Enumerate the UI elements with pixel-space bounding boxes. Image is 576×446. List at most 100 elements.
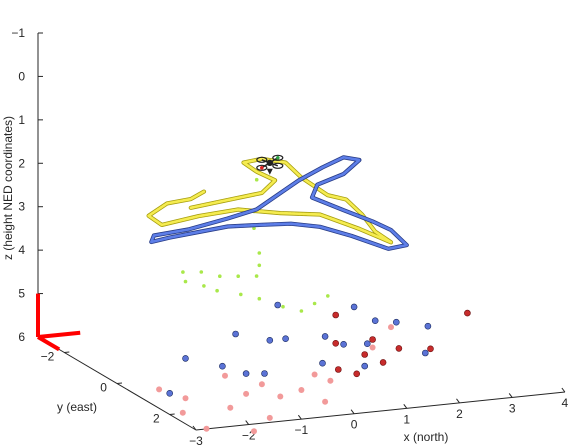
pink-point — [322, 398, 329, 405]
pink-point — [311, 371, 318, 378]
x-tick — [508, 393, 513, 398]
pink-point — [258, 381, 265, 388]
pink-point — [251, 428, 257, 435]
quadrotor-body — [266, 159, 273, 166]
green-point — [215, 288, 219, 293]
pink-point — [227, 404, 234, 411]
blue-point — [261, 370, 268, 377]
z-tick-label: 5 — [18, 287, 25, 301]
green-point — [257, 263, 262, 268]
blue-point — [274, 301, 282, 309]
z-tick-label: 4 — [18, 243, 25, 257]
rotor — [272, 154, 284, 161]
x-tick — [297, 414, 302, 420]
blue-point — [421, 349, 429, 357]
z-tick-label: −1 — [11, 26, 25, 40]
axis-labels: x (north) y (east) z (height NED coordin… — [1, 116, 448, 444]
x-axis-label: x (north) — [404, 430, 449, 444]
x-tick-label: 2 — [456, 407, 463, 421]
quadrotor-pointer — [266, 168, 273, 175]
red-point — [361, 351, 369, 358]
green-point — [254, 177, 259, 182]
blue-point — [321, 333, 329, 340]
blue-point — [266, 336, 274, 344]
quadrotor-series — [256, 154, 284, 175]
x-tick-label: 3 — [509, 401, 516, 415]
blue-point — [424, 322, 432, 330]
green-point — [181, 270, 185, 274]
pink-point — [182, 395, 189, 402]
y-tick — [64, 351, 70, 353]
blue-point — [392, 318, 400, 326]
green-point — [326, 294, 330, 298]
z-tick-label: 0 — [18, 69, 25, 83]
pink-point — [327, 377, 334, 384]
pink-point — [369, 344, 376, 351]
blue-point — [219, 362, 226, 370]
red-point — [369, 336, 376, 343]
x-axis-line — [195, 391, 566, 431]
blue-point — [350, 303, 358, 311]
z-tick-label: 2 — [18, 156, 25, 170]
yellow-trajectory-line — [147, 157, 393, 244]
blue-point — [242, 370, 250, 377]
y-tick-label: 2 — [153, 412, 160, 426]
tick-marks — [38, 32, 566, 431]
y-tick-label: −2 — [41, 350, 55, 364]
red-point — [395, 345, 403, 352]
frame-y-axis — [36, 335, 61, 352]
blue-point — [340, 340, 347, 348]
blue-point — [371, 317, 379, 325]
green-dots-series — [181, 177, 330, 313]
pink-point — [203, 425, 210, 432]
pink-point — [388, 324, 394, 331]
blue-trajectory-line — [150, 156, 409, 251]
y-tick — [116, 382, 123, 384]
y-tick — [169, 413, 175, 415]
y-tick-label: 0 — [100, 381, 107, 395]
frame-x-axis — [37, 330, 81, 339]
blue-point — [166, 389, 173, 397]
blue-point — [182, 355, 189, 362]
z-tick-label: 6 — [18, 330, 25, 344]
green-point — [183, 279, 188, 284]
blue-point — [232, 330, 239, 338]
x-tick-label: 1 — [403, 412, 410, 426]
x-tick — [192, 425, 197, 431]
rotor — [272, 162, 284, 169]
green-point — [312, 301, 317, 306]
green-point — [202, 284, 206, 288]
x-tick — [561, 387, 566, 393]
pink-point — [243, 390, 250, 397]
green-point — [218, 274, 222, 279]
yellow-trajectory-series — [146, 156, 394, 245]
z-tick-label: 1 — [18, 113, 25, 127]
red-point — [332, 339, 340, 347]
quadrotor-tip — [276, 156, 280, 160]
x-tick — [456, 398, 460, 404]
blue-point — [319, 359, 326, 367]
pink-point — [156, 386, 163, 393]
red-point — [334, 366, 342, 373]
rotor — [256, 164, 268, 171]
x-tick — [403, 403, 408, 409]
green-point — [257, 296, 262, 301]
green-point — [254, 274, 259, 278]
green-point — [199, 270, 204, 274]
green-point — [281, 304, 285, 309]
x-tick — [245, 420, 250, 425]
z-tick-label: 3 — [18, 200, 25, 214]
blue-point — [363, 340, 371, 348]
y-axis-label: y (east) — [57, 400, 97, 414]
blue-point — [361, 362, 369, 370]
green-point — [257, 251, 262, 255]
x-tick-label: 4 — [562, 396, 569, 410]
data-marks — [36, 154, 471, 435]
red-point — [427, 345, 434, 353]
pink-point — [298, 387, 305, 393]
quadrotor-tip — [260, 166, 264, 170]
pink-point — [179, 409, 186, 416]
red-point — [379, 359, 387, 366]
